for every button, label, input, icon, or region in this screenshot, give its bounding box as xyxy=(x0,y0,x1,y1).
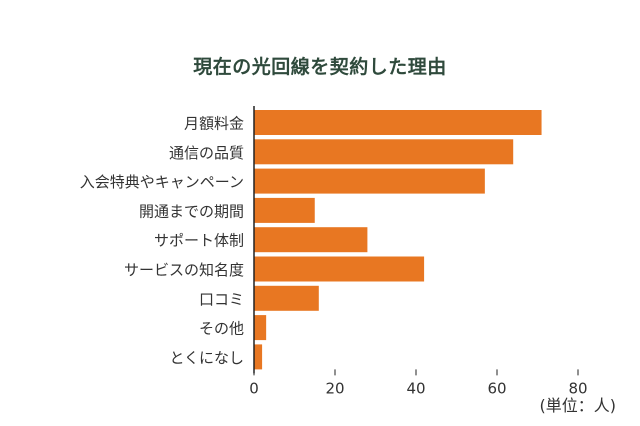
bar xyxy=(254,256,425,282)
x-tick-label: 80 xyxy=(568,379,587,397)
unit-label: (単位：人) xyxy=(539,396,617,415)
bar xyxy=(254,315,267,341)
x-tick-label: 0 xyxy=(249,379,259,397)
x-tick-label: 20 xyxy=(325,379,344,397)
bar xyxy=(254,197,315,223)
category-label: サポート体制 xyxy=(154,232,244,250)
bar xyxy=(254,344,263,370)
category-label: とくになし xyxy=(169,349,244,367)
bar xyxy=(254,285,319,311)
bar xyxy=(254,227,368,253)
bars-layer xyxy=(254,110,542,370)
x-tick-label: 40 xyxy=(406,379,425,397)
chart-title: 現在の光回線を契約した理由 xyxy=(193,56,447,78)
category-labels: 月額料金通信の品質入会特典やキャンペーン開通までの期間サポート体制サービスの知名… xyxy=(80,115,244,367)
category-label: 開通までの期間 xyxy=(139,202,244,220)
x-axis xyxy=(253,106,579,376)
category-label: 通信の品質 xyxy=(169,144,244,162)
category-label: 入会特典やキャンペーン xyxy=(80,173,244,191)
category-label: その他 xyxy=(199,320,244,338)
category-label: 口コミ xyxy=(199,290,244,308)
category-label: 月額料金 xyxy=(184,115,244,133)
category-label: サービスの知名度 xyxy=(124,261,244,279)
x-tick-label: 60 xyxy=(487,379,506,397)
bar xyxy=(254,168,485,194)
bar xyxy=(254,110,542,135)
x-tick-labels: 0 20 40 60 80 xyxy=(249,379,587,397)
bar xyxy=(254,139,514,165)
